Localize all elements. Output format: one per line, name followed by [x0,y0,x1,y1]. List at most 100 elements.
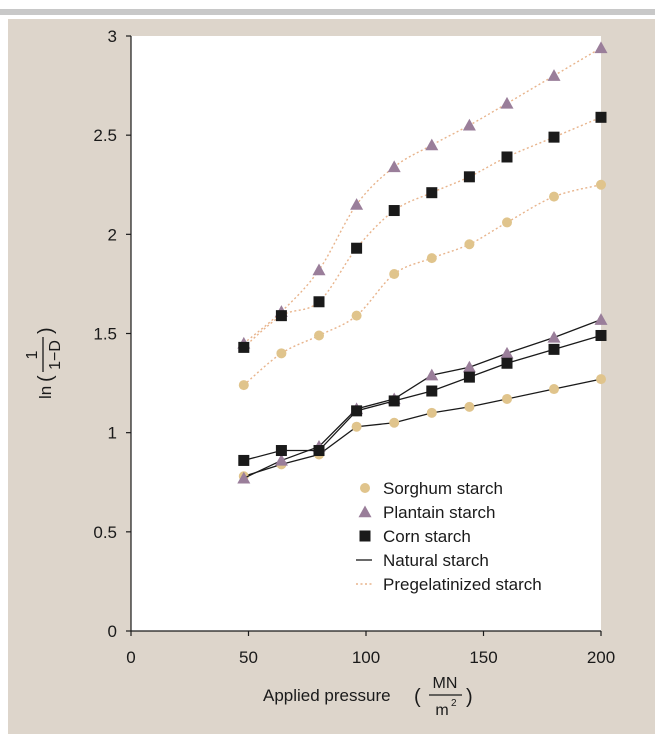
y-axis-label-denominator: 1−D [47,340,64,370]
legend-item: Natural starch [356,551,489,570]
data-point [425,138,439,151]
series-corn-starch-pregelatinized [238,111,607,353]
top-whitespace [0,0,655,10]
x-axis-label: Applied pressure [263,686,391,705]
data-point [274,453,288,466]
data-point [462,118,476,131]
legend-item: Corn starch [359,527,471,546]
data-point [596,179,606,190]
data-point [426,253,437,264]
series-sorghum-starch-pregelatinized [238,179,606,391]
data-point [501,151,513,163]
data-point [314,330,324,341]
y-tick-label: 2 [108,225,117,244]
series-line [243,319,602,479]
legend-swatch [360,483,370,493]
data-point [276,348,287,359]
y-axis-label-prefix: ln [36,386,55,399]
figure-panel: 0 50 100 150 200 0 0.5 1 1.5 2 2.5 3 Sorghum starch… [8,19,655,734]
x-tick-label: 100 [352,648,380,667]
data-point [312,263,326,276]
top-rule [0,9,655,15]
data-point [426,187,438,199]
data-point [426,385,438,397]
data-point [313,445,325,457]
legend-label: Corn starch [383,527,471,546]
data-point [501,357,513,369]
data-point [547,69,561,81]
data-point [351,405,363,417]
data-point [426,407,437,418]
data-point [350,198,364,210]
data-point [500,346,514,359]
data-point [547,330,561,343]
data-point [596,374,606,385]
x-tick-label: 50 [239,648,258,667]
x-axis-label-close-paren: ) [466,686,473,708]
y-tick-label: 1.5 [93,325,117,344]
series-layer [237,41,608,484]
data-point [549,191,559,202]
x-axis-unit-numerator: MN [433,675,458,692]
x-axis-title: Applied pressure ( MN m 2 ) [263,675,473,719]
data-point [313,296,325,308]
y-axis-label-numerator: 1 [24,350,41,359]
data-point [500,96,514,109]
data-point [464,401,475,412]
data-point [462,360,476,373]
y-tick-label: 2.5 [93,126,117,145]
axes-layer: 0 50 100 150 200 0 0.5 1 1.5 2 2.5 3 [93,27,615,667]
data-point [351,242,363,254]
legend: Sorghum starch Plantain starch Corn starch… [356,479,542,594]
x-tick-label: 200 [587,648,615,667]
data-point [464,239,475,250]
series-line [243,47,602,344]
x-tick-label: 150 [469,648,497,667]
y-tick-label: 0.5 [93,523,117,542]
data-point [425,368,439,381]
data-point [595,329,607,341]
chart: 0 50 100 150 200 0 0.5 1 1.5 2 2.5 3 Sorghum starch… [24,27,615,719]
data-point [594,41,608,54]
data-point [548,343,560,355]
data-point [351,310,362,321]
data-point [594,313,608,325]
data-point [463,171,475,183]
data-point [389,417,400,428]
x-tick-label: 0 [126,648,135,667]
data-point [275,445,287,457]
legend-item: Pregelatinized starch [356,575,542,594]
data-point [548,131,560,143]
legend-swatch [359,530,371,542]
x-axis-unit-denominator: m [435,702,448,719]
y-tick-label: 3 [108,27,117,46]
data-point [549,384,559,395]
y-tick-label: 1 [108,424,117,443]
y-tick-label: 0 [108,622,117,641]
data-point [502,393,512,404]
data-point [238,454,250,466]
legend-label: Plantain starch [383,503,495,522]
data-point [463,371,475,383]
series-line [243,378,602,477]
plot-area [131,36,601,631]
data-point [351,421,362,432]
series-corn-starch-natural [238,329,607,466]
x-axis-unit-exponent: 2 [451,698,457,709]
series-line [243,334,602,462]
y-axis-label-open-paren: ( [35,375,57,382]
legend-item: Plantain starch [358,503,495,522]
data-point [502,217,512,228]
data-point [595,111,607,123]
data-point [275,310,287,322]
legend-label: Sorghum starch [383,479,503,498]
legend-label: Natural starch [383,551,489,570]
data-point [387,160,401,173]
data-point [238,341,250,353]
data-point [388,205,400,217]
data-point [238,380,249,391]
legend-item: Sorghum starch [360,479,503,498]
data-point [389,269,400,279]
x-axis-label-open-paren: ( [414,686,421,708]
legend-label: Pregelatinized starch [383,575,542,594]
